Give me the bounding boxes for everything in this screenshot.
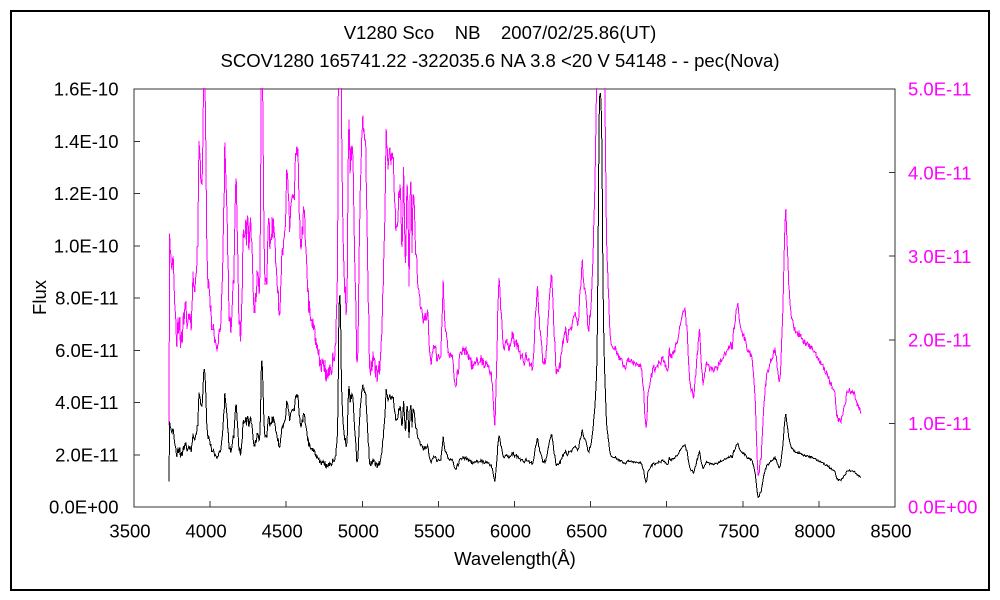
- svg-text:4.0E-11: 4.0E-11: [908, 162, 971, 183]
- svg-text:4500: 4500: [262, 521, 303, 542]
- svg-text:7000: 7000: [642, 521, 683, 542]
- svg-text:0.0E+00: 0.0E+00: [908, 497, 977, 518]
- svg-text:Flux: Flux: [29, 279, 50, 315]
- svg-text:1.6E-10: 1.6E-10: [54, 79, 119, 100]
- svg-text:1.4E-10: 1.4E-10: [54, 131, 119, 152]
- svg-text:V1280 Sco NB 2007/02/25.: V1280 Sco NB 2007/02/25.86(UT): [344, 22, 657, 43]
- svg-text:1.0E-10: 1.0E-10: [54, 235, 119, 256]
- svg-text:8000: 8000: [794, 521, 835, 542]
- svg-text:0.0E+00: 0.0E+00: [49, 497, 118, 518]
- svg-text:1.0E-11: 1.0E-11: [908, 413, 971, 434]
- svg-text:4.0E-11: 4.0E-11: [55, 392, 118, 413]
- svg-text:4000: 4000: [186, 521, 227, 542]
- svg-text:2.0E-11: 2.0E-11: [908, 330, 971, 351]
- svg-text:8.0E-11: 8.0E-11: [55, 288, 118, 309]
- svg-text:6.0E-11: 6.0E-11: [55, 340, 118, 361]
- svg-text:3.0E-11: 3.0E-11: [908, 246, 971, 267]
- svg-text:Wavelength(Å): Wavelength(Å): [454, 548, 576, 569]
- svg-text:6000: 6000: [490, 521, 531, 542]
- svg-text:3500: 3500: [109, 521, 150, 542]
- svg-text:SCOV1280 165741.22 -322035.6 N: SCOV1280 165741.22 -322035.6 NA 3.8 <20 …: [221, 50, 780, 71]
- svg-text:2.0E-11: 2.0E-11: [55, 444, 118, 465]
- svg-text:1.2E-10: 1.2E-10: [54, 183, 119, 204]
- svg-text:5500: 5500: [414, 521, 455, 542]
- svg-text:5.0E-11: 5.0E-11: [908, 79, 971, 100]
- svg-text:7500: 7500: [718, 521, 759, 542]
- svg-text:8500: 8500: [870, 521, 911, 542]
- svg-text:6500: 6500: [566, 521, 607, 542]
- svg-text:5000: 5000: [338, 521, 379, 542]
